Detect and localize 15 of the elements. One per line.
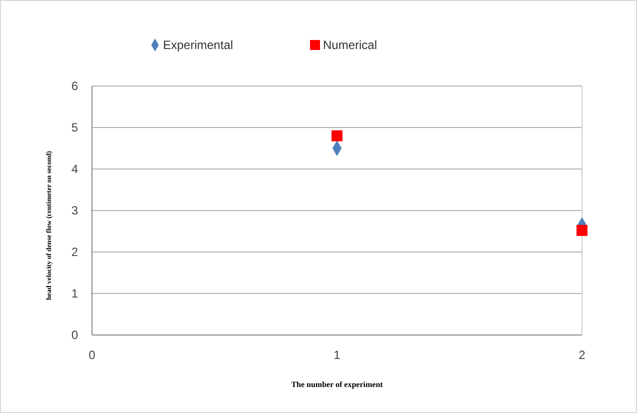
x-tick-label: 2 <box>578 348 586 362</box>
y-tick-label: 4 <box>71 162 78 176</box>
legend-label: Experimental <box>163 38 234 52</box>
y-tick-label: 5 <box>71 120 78 135</box>
x-tick-label: 0 <box>88 348 96 362</box>
y-tick-label: 2 <box>71 245 78 260</box>
legend-label: Numerical <box>323 38 378 52</box>
point <box>576 224 588 236</box>
y-tick-label: 0 <box>71 328 78 342</box>
y-tick-label: 6 <box>71 79 78 94</box>
x-axis-title: The number of experiment <box>291 380 384 389</box>
y-tick-label: 3 <box>71 204 78 218</box>
x-tick-label: 1 <box>334 348 341 362</box>
y-tick-label: 1 <box>71 286 78 301</box>
point <box>332 130 342 142</box>
